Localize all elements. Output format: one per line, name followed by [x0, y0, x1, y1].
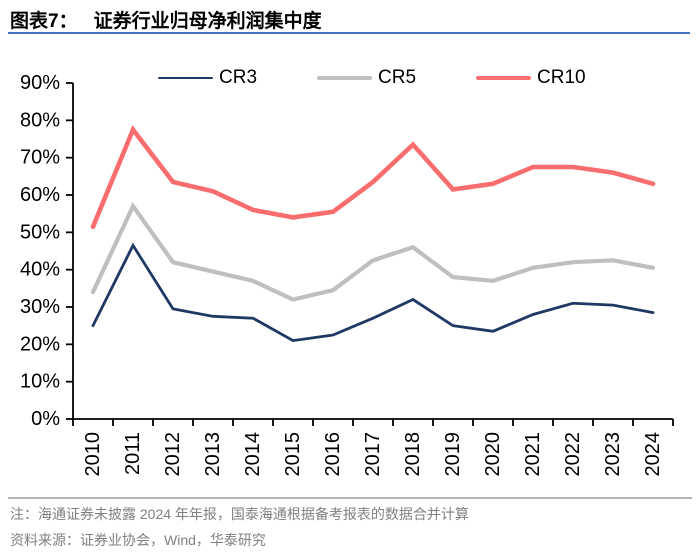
- y-axis-tick-label: 30%: [20, 296, 60, 318]
- legend-item-cr10: CR10: [476, 67, 586, 89]
- concentration-line-chart: 0% 10% 20% 30% 40% 50% 60% 70% 80% 90% 2010 2011 201…: [20, 72, 674, 477]
- x-axis-year-label: 2014: [242, 432, 264, 477]
- x-axis-year-label: 2010: [82, 432, 104, 477]
- legend-line-swatch-cr10: [476, 75, 532, 81]
- legend-label-cr3: CR3: [219, 67, 258, 88]
- y-axis-tick-label: 50%: [20, 221, 60, 243]
- y-axis-tick-label: 0%: [31, 408, 60, 430]
- footnote-source: 资料来源：证券业协会，Wind，华泰研究: [10, 532, 266, 548]
- series-line-cr10: [90, 125, 656, 230]
- x-axis-year-label: 2019: [442, 432, 464, 477]
- x-axis-year-label: 2020: [482, 432, 504, 477]
- x-axis-year-label: 2012: [162, 432, 184, 477]
- x-axis-year-label: 2017: [362, 432, 384, 477]
- series-line-cr3: [91, 242, 655, 343]
- x-axis-year-label: 2011: [122, 432, 144, 475]
- legend-line-swatch-cr3: [158, 76, 213, 80]
- figure-title: 图表7： 证券行业归母净利润集中度: [10, 6, 690, 33]
- y-axis-tick-label: 40%: [20, 259, 60, 281]
- y-axis-tick-label: 10%: [20, 371, 60, 393]
- x-axis-year-label: 2022: [562, 432, 584, 477]
- series-line-cr5: [90, 202, 656, 302]
- x-axis-year-label: 2018: [402, 432, 424, 477]
- x-axis-year-label: 2015: [282, 432, 304, 477]
- y-axis-tick-label: 20%: [20, 333, 60, 355]
- y-axis-tick-label: 70%: [20, 147, 60, 169]
- legend-item-cr3: CR3: [158, 67, 257, 89]
- legend-label-cr10: CR10: [537, 67, 586, 88]
- x-axis-year-label: 2013: [202, 432, 224, 477]
- legend-label-cr5: CR5: [378, 67, 417, 88]
- footnote-note: 注：海通证券未披露 2024 年年报，国泰海通根据备考报表的数据合并计算: [10, 506, 469, 522]
- title-underline: [8, 32, 690, 34]
- y-axis-tick-label: 60%: [20, 184, 60, 206]
- x-axis-year-label: 2016: [322, 432, 344, 477]
- x-axis-year-label: 2023: [602, 432, 624, 477]
- x-axis-year-label: 2024: [642, 432, 664, 477]
- y-axis-tick-label: 80%: [20, 109, 60, 131]
- chart-legend: CR3 CR5 CR10: [158, 67, 586, 89]
- figure-title-text: 证券行业归母净利润集中度: [93, 11, 322, 32]
- x-axis-year-label: 2021: [522, 432, 544, 477]
- legend-item-cr5: CR5: [317, 67, 416, 89]
- footnote-divider: [8, 497, 692, 499]
- footnote: 注：海通证券未披露 2024 年年报，国泰海通根据备考报表的数据合并计算 资料来…: [10, 501, 692, 553]
- figure-label: 图表7：: [10, 11, 78, 32]
- legend-line-swatch-cr5: [317, 75, 373, 81]
- y-axis-tick-label: 90%: [20, 72, 60, 94]
